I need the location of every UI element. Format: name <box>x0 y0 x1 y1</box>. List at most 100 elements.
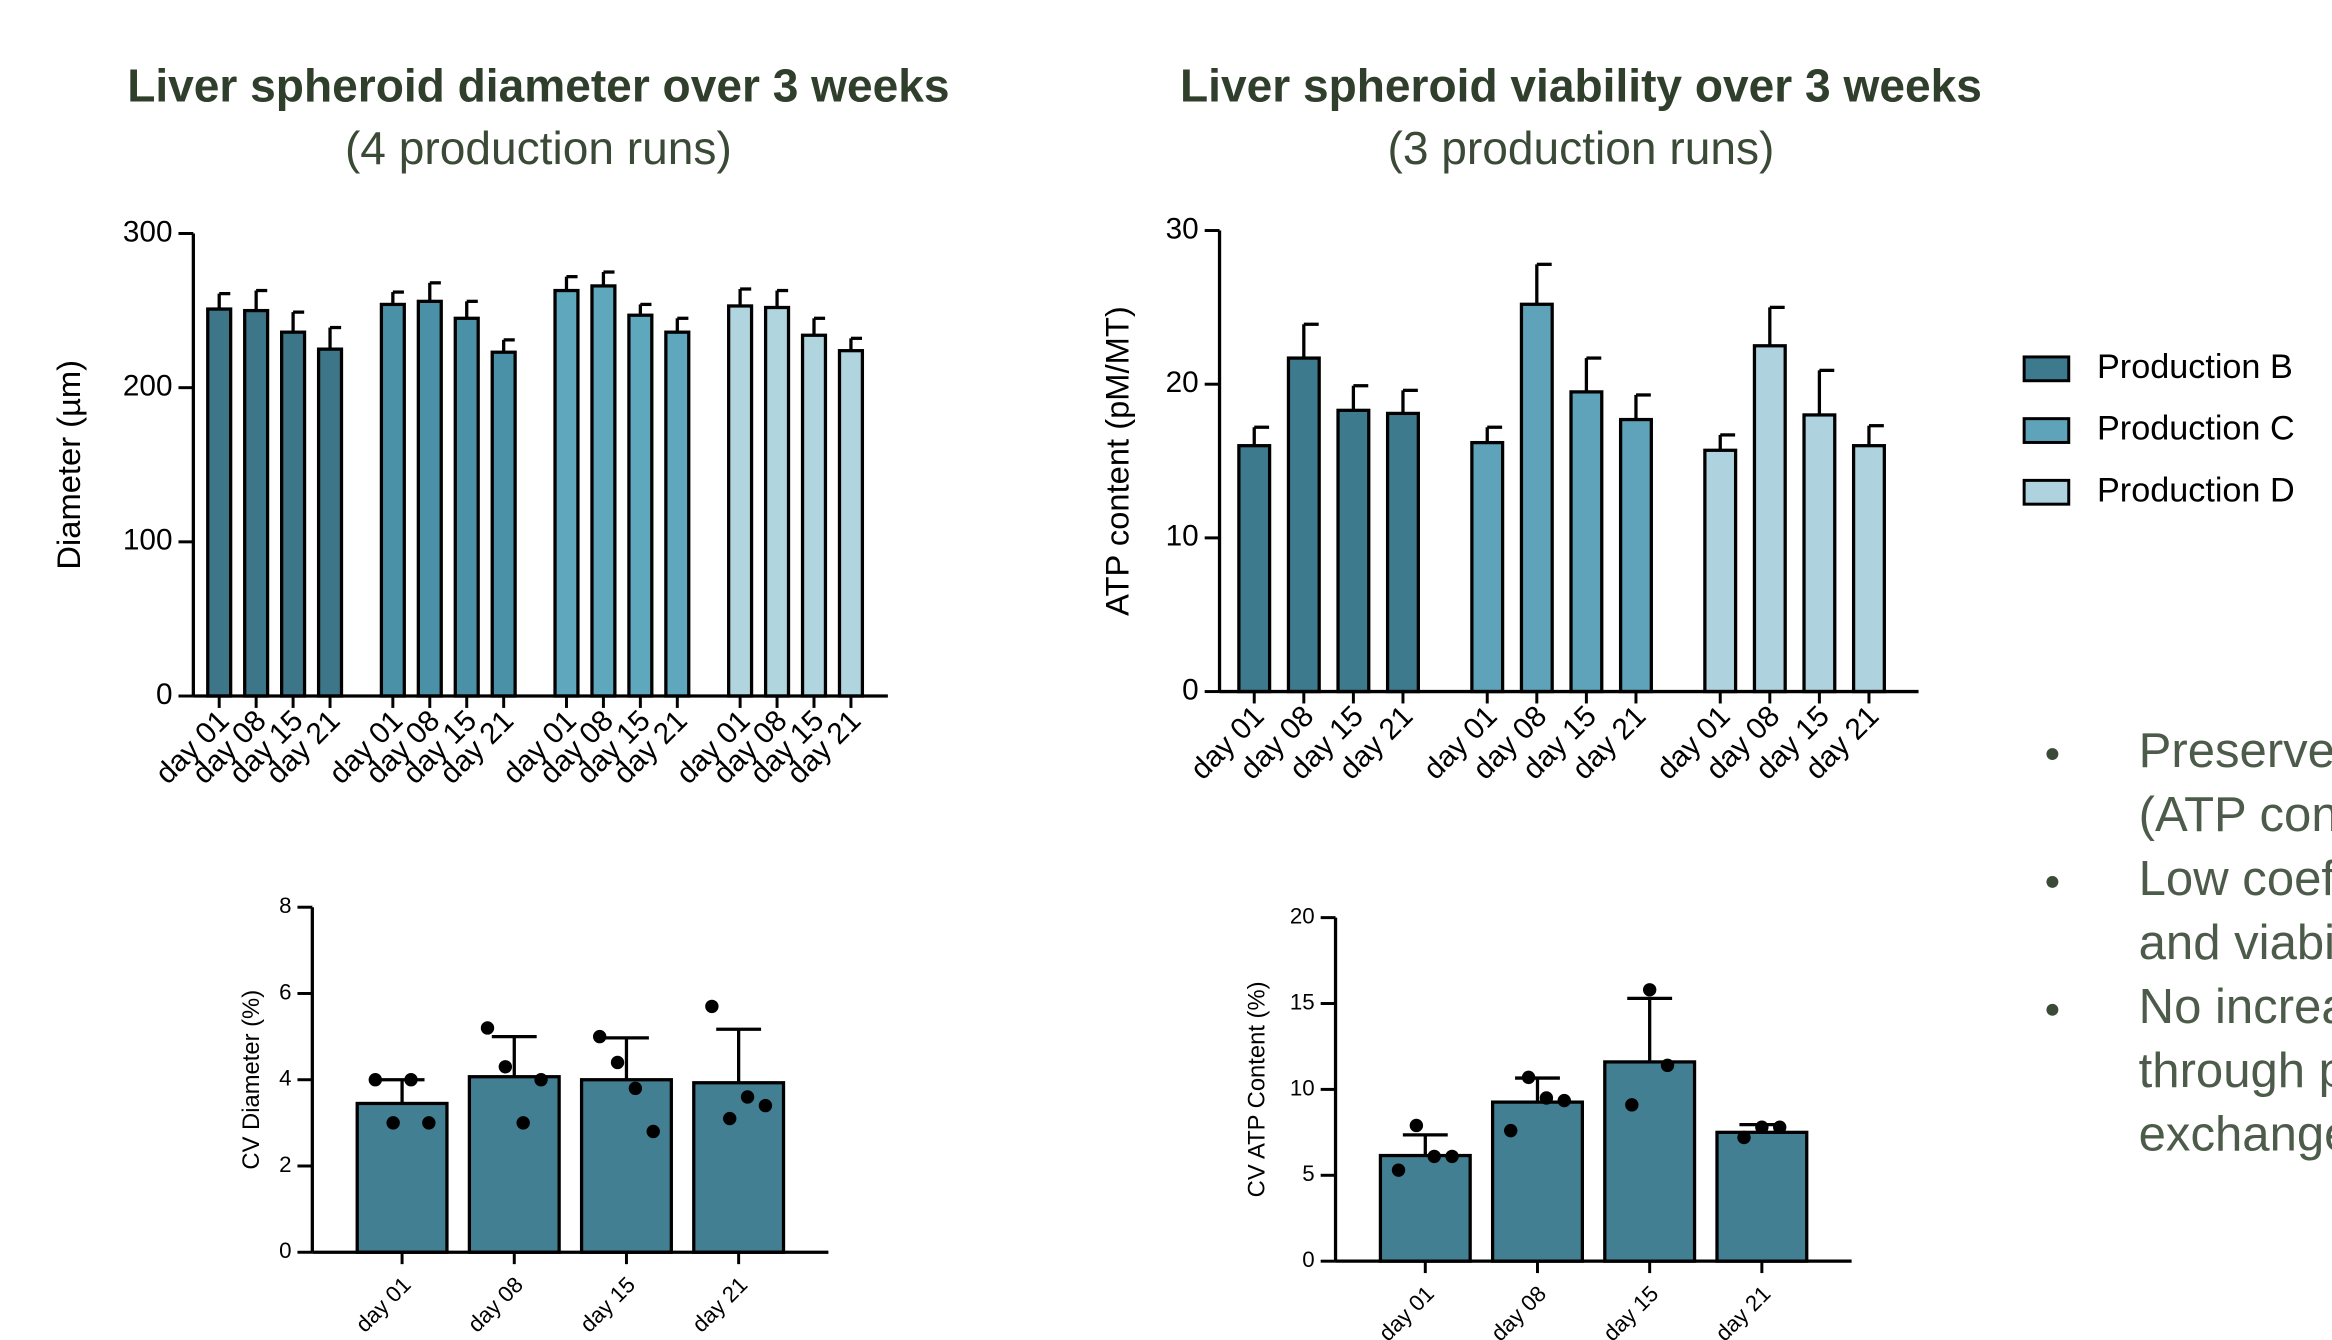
data-point <box>498 1060 513 1074</box>
bar <box>280 330 307 698</box>
legend-label: Production D <box>2097 471 2295 509</box>
y-tick-label: 5 <box>1302 1161 1314 1186</box>
bullet-dot <box>2046 1003 2059 1016</box>
data-point <box>1737 1130 1751 1145</box>
bar <box>1336 408 1371 694</box>
bar <box>1851 444 1886 694</box>
bar <box>579 1078 673 1254</box>
data-point <box>386 1116 400 1130</box>
bar <box>453 316 480 698</box>
bullet-text: No increa <box>2139 980 2332 1034</box>
bar <box>316 347 344 698</box>
y-tick-label: 8 <box>279 893 291 918</box>
data-point <box>1427 1149 1441 1164</box>
data-point <box>422 1116 436 1130</box>
bar <box>1286 356 1321 694</box>
y-tick-label: 20 <box>1166 366 1199 399</box>
bar <box>627 313 654 698</box>
bar <box>490 350 517 698</box>
y-tick-label: 4 <box>279 1066 291 1091</box>
y-tick-label: 10 <box>1290 1075 1315 1100</box>
data-point <box>592 1029 607 1044</box>
y-tick-label: 0 <box>1302 1247 1314 1272</box>
chart-title: Liver spheroid diameter over 3 weeks <box>127 59 949 111</box>
data-point <box>480 1021 495 1035</box>
bar <box>1715 1130 1809 1263</box>
y-tick-label: 15 <box>1290 989 1315 1014</box>
chart-subtitle: (4 production runs) <box>345 122 732 174</box>
data-point <box>1445 1149 1459 1164</box>
legend-label: Production B <box>2097 348 2293 386</box>
y-tick-label: 2 <box>279 1152 291 1177</box>
bar <box>1385 411 1420 694</box>
bar <box>1470 440 1505 694</box>
data-point <box>705 999 719 1014</box>
data-point <box>1539 1091 1554 1105</box>
y-tick-label: 0 <box>156 678 173 711</box>
y-tick-label: 300 <box>123 215 173 248</box>
bullet-dot <box>2046 748 2059 760</box>
bullet-text: (ATP con <box>2139 788 2332 842</box>
bar <box>837 349 865 698</box>
y-tick-label: 10 <box>1166 520 1199 553</box>
y-tick-label: 30 <box>1166 212 1199 245</box>
bar <box>1603 1060 1697 1263</box>
legend-swatch <box>2022 355 2071 383</box>
data-point <box>1660 1058 1675 1073</box>
data-point <box>516 1116 530 1130</box>
chart-subtitle: (3 production runs) <box>1388 122 1775 174</box>
bar <box>416 299 443 698</box>
y-axis-label: Diameter (µm) <box>50 360 87 570</box>
y-tick-label: 0 <box>279 1238 291 1263</box>
bar <box>1569 390 1604 694</box>
bar <box>1519 302 1554 694</box>
bar <box>727 304 754 698</box>
bar <box>553 288 580 698</box>
data-point <box>1409 1118 1424 1133</box>
data-point <box>758 1098 773 1113</box>
y-tick-label: 0 <box>1182 673 1199 706</box>
bar <box>467 1075 561 1254</box>
bullet-text: Low coef <box>2139 852 2332 906</box>
y-tick-label: 200 <box>123 370 173 403</box>
y-axis-label: CV ATP Content (%) <box>1243 981 1270 1197</box>
y-tick-label: 6 <box>279 979 291 1004</box>
bar <box>664 330 691 698</box>
bar <box>1752 344 1787 694</box>
data-point <box>1755 1120 1769 1134</box>
data-point <box>1504 1123 1518 1138</box>
data-point <box>628 1081 643 1096</box>
data-point <box>534 1073 548 1087</box>
bullet-text: Preserve <box>2139 724 2332 778</box>
data-point <box>368 1073 383 1087</box>
legend-swatch <box>2022 478 2071 506</box>
bar <box>1703 448 1738 694</box>
bar <box>206 307 233 698</box>
data-point <box>1642 983 1657 997</box>
legend-label: Production C <box>2097 410 2295 448</box>
bullet-text: through p <box>2139 1044 2332 1098</box>
bullet-text: and viabi <box>2139 916 2332 970</box>
legend-swatch <box>2022 417 2071 444</box>
data-point <box>1773 1120 1787 1134</box>
data-point <box>610 1055 625 1070</box>
bullet-text: exchange <box>2139 1108 2332 1162</box>
bar <box>800 333 828 698</box>
bar <box>379 302 406 698</box>
data-point <box>1391 1163 1406 1177</box>
data-point <box>646 1124 660 1139</box>
data-point <box>1521 1070 1536 1085</box>
chart-title: Liver spheroid viability over 3 weeks <box>1180 59 1982 111</box>
bar <box>1802 413 1837 694</box>
bar <box>590 284 617 698</box>
y-tick-label: 100 <box>123 524 173 557</box>
y-axis-label: CV Diameter (%) <box>238 990 265 1170</box>
data-point <box>740 1090 755 1104</box>
bar <box>763 305 791 698</box>
data-point <box>1557 1093 1571 1108</box>
y-axis-label: ATP content (pM/MT) <box>1099 306 1136 616</box>
y-tick-label: 20 <box>1290 904 1315 929</box>
data-point <box>1625 1098 1639 1112</box>
